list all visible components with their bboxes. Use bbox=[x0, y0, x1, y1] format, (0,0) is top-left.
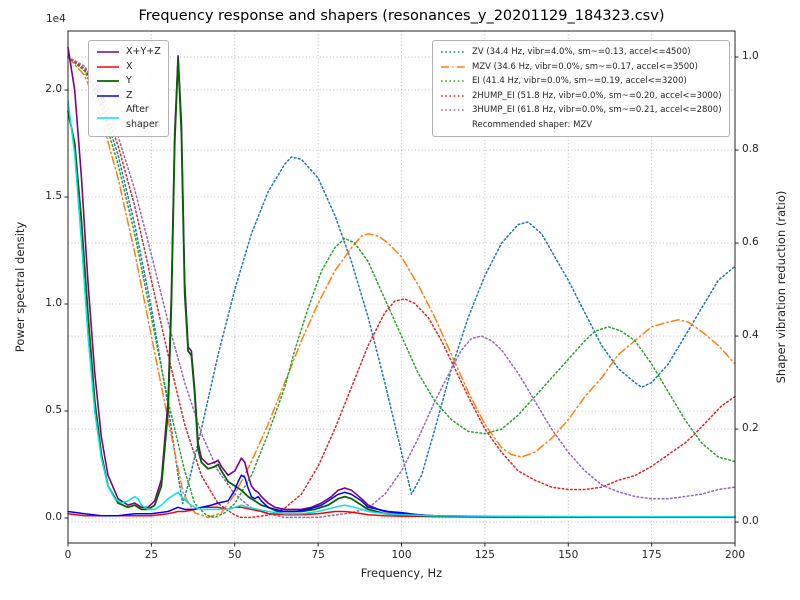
series-after-shaper bbox=[67, 100, 736, 518]
legend-footer: Recommended shaper: MZV bbox=[472, 119, 593, 130]
y-right-tick-label: 0.0 bbox=[742, 515, 759, 528]
legend-entry-label: After shaper bbox=[126, 104, 159, 130]
y-right-tick-label: 1.0 bbox=[742, 50, 759, 63]
y-left-tick-label: 1.5 bbox=[45, 190, 62, 203]
x-tick-label: 175 bbox=[641, 549, 662, 561]
legend-swatch-line bbox=[441, 66, 465, 68]
series-y bbox=[67, 57, 736, 518]
legend-swatch-line bbox=[441, 80, 465, 82]
legend-entry-label: X bbox=[126, 60, 133, 72]
y-left-tick-label: 0.0 bbox=[45, 510, 62, 523]
legend-swatch-line bbox=[97, 116, 119, 119]
legend-entry: Y bbox=[96, 74, 161, 89]
y-right-tick-label: 0.6 bbox=[742, 236, 759, 249]
legend-entry: After shaper bbox=[96, 103, 161, 132]
legend-psd: X+Y+Z X Y Z After shaper bbox=[88, 40, 169, 137]
series-3hump-ei bbox=[67, 56, 736, 519]
legend-entry: EI (41.4 Hz, vibr=0.0%, sm~=0.19, accel<… bbox=[440, 74, 722, 89]
legend-entry-label: X+Y+Z bbox=[126, 46, 161, 57]
y-left-tick-label: 2.0 bbox=[45, 83, 62, 96]
x-tick-label: 125 bbox=[474, 549, 495, 561]
legend-entry: ZV (34.4 Hz, vibr=4.0%, sm~=0.13, accel<… bbox=[440, 45, 722, 60]
y-axis-offset-text: 1e4 bbox=[46, 13, 66, 25]
chart-title: Frequency response and shapers (resonanc… bbox=[138, 8, 665, 24]
x-tick-label: 100 bbox=[391, 549, 412, 561]
series-x bbox=[67, 506, 736, 518]
legend-swatch-line bbox=[441, 51, 465, 53]
legend-entry-label: ZV (34.4 Hz, vibr=4.0%, sm~=0.13, accel<… bbox=[472, 47, 691, 57]
legend-entry-label: Z bbox=[126, 89, 133, 101]
x-tick-label: 150 bbox=[558, 549, 579, 561]
legend-shapers: ZV (34.4 Hz, vibr=4.0%, sm~=0.13, accel<… bbox=[432, 40, 730, 137]
legend-entry-label: MZV (34.6 Hz, vibr=0.0%, sm~=0.17, accel… bbox=[472, 61, 698, 72]
y-right-tick-label: 0.8 bbox=[742, 143, 759, 156]
x-axis-label: Frequency, Hz bbox=[360, 566, 443, 580]
legend-entry: 3HUMP_EI (61.8 Hz, vibr=0.0%, sm~=0.21, … bbox=[440, 103, 722, 118]
legend-entry-label: EI (41.4 Hz, vibr=0.0%, sm~=0.19, accel<… bbox=[472, 76, 687, 86]
legend-swatch-line bbox=[97, 95, 119, 97]
x-tick-label: 25 bbox=[144, 549, 159, 561]
legend-entry-label: Y bbox=[126, 75, 132, 86]
y-right-tick-label: 0.2 bbox=[742, 422, 759, 435]
y-left-axis-label: Power spectral density bbox=[13, 221, 27, 353]
legend-swatch-line bbox=[97, 80, 119, 83]
series-zv bbox=[67, 56, 736, 505]
series-z bbox=[67, 474, 736, 518]
legend-entry: Z bbox=[96, 89, 161, 104]
y-left-tick-label: 1.0 bbox=[45, 297, 62, 309]
series-x-y-z bbox=[67, 46, 736, 518]
legend-entry: 2HUMP_EI (51.8 Hz, vibr=0.0%, sm~=0.20, … bbox=[440, 89, 722, 104]
x-tick-label: 50 bbox=[228, 549, 242, 561]
x-tick-label: 200 bbox=[724, 549, 746, 561]
legend-swatch-line bbox=[97, 66, 119, 68]
series-ei bbox=[67, 56, 736, 519]
legend-entry-label: 3HUMP_EI (61.8 Hz, vibr=0.0%, sm~=0.21, … bbox=[472, 105, 722, 115]
legend-entry: MZV (34.6 Hz, vibr=0.0%, sm~=0.17, accel… bbox=[440, 60, 722, 75]
legend-entry-label: 2HUMP_EI (51.8 Hz, vibr=0.0%, sm~=0.20, … bbox=[472, 90, 722, 101]
y-left-tick-label: 0.5 bbox=[45, 403, 62, 416]
legend-swatch-line bbox=[97, 51, 119, 54]
series-2hump-ei bbox=[67, 56, 736, 519]
legend-entry: X+Y+Z bbox=[96, 45, 161, 60]
y-right-tick-label: 0.4 bbox=[742, 329, 759, 342]
legend-swatch-line bbox=[441, 95, 465, 97]
x-tick-label: 0 bbox=[64, 549, 72, 561]
legend-entry: X bbox=[96, 60, 161, 75]
x-tick-label: 75 bbox=[311, 549, 325, 561]
y-right-axis-label: Shaper vibration reduction (ratio) bbox=[774, 190, 788, 384]
legend-swatch-line bbox=[441, 109, 465, 111]
